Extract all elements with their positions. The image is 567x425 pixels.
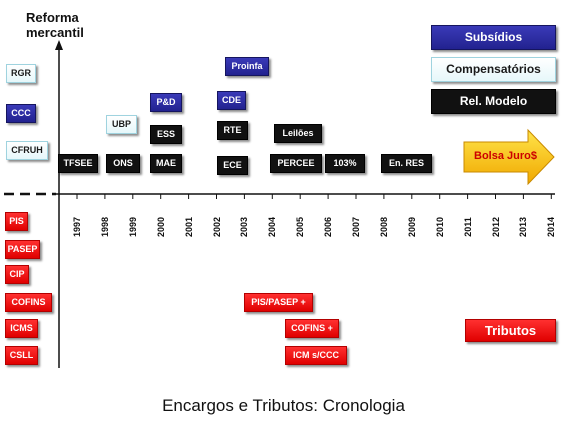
- year-label: 2000: [155, 216, 166, 238]
- box-leiloes: Leilões: [274, 124, 322, 143]
- box-proinfa: Proinfa: [225, 57, 269, 76]
- year-label: 2003: [239, 216, 250, 238]
- box-rgr: RGR: [6, 64, 36, 83]
- x-axis-ticks: [76, 194, 552, 199]
- year-label: 2014: [546, 216, 557, 238]
- box-icm-sccc: ICM s/CCC: [285, 346, 347, 365]
- box-cofins-plus: COFINS +: [285, 319, 339, 338]
- legend-compensatorios: Compensatórios: [431, 57, 556, 82]
- year-label: 2009: [406, 216, 417, 238]
- year-label: 2002: [211, 216, 222, 238]
- title-reforma: Reforma: [26, 10, 79, 25]
- box-ess: ESS: [150, 125, 182, 144]
- box-ece: ECE: [217, 156, 248, 175]
- box-cfruh: CFRUH: [6, 141, 48, 160]
- box-103: 103%: [325, 154, 365, 173]
- year-label: 2004: [267, 216, 278, 238]
- legend-rel-modelo: Rel. Modelo: [431, 89, 556, 114]
- box-cde: CDE: [217, 91, 246, 110]
- title-mercantil: mercantil: [26, 25, 84, 40]
- box-pis: PIS: [5, 212, 28, 231]
- box-ons: ONS: [106, 154, 140, 173]
- bolsa-juros-label: Bolsa Juro$: [474, 150, 537, 162]
- year-label: 1997: [72, 216, 82, 238]
- caption: Encargos e Tributos: Cronologia: [162, 396, 405, 415]
- year-label: 2012: [490, 216, 501, 238]
- bolsa-juros-arrow: [463, 128, 555, 186]
- year-label: 1998: [99, 216, 110, 238]
- year-label: 2011: [462, 217, 473, 237]
- box-rte: RTE: [217, 121, 248, 140]
- year-label: 2010: [434, 216, 445, 238]
- year-label: 2001: [183, 216, 194, 238]
- box-ccc: CCC: [6, 104, 36, 123]
- box-ubp: UBP: [106, 115, 137, 134]
- box-en-res: En. RES: [381, 154, 432, 173]
- year-label: 2007: [351, 216, 361, 238]
- legend-subsidios: Subsídios: [431, 25, 556, 50]
- box-pis-pasep-plus: PIS/PASEP +: [244, 293, 313, 312]
- box-percee: PERCEE: [270, 154, 322, 173]
- box-icms: ICMS: [5, 319, 38, 338]
- box-csll: CSLL: [5, 346, 38, 365]
- tributos-label: Tributos: [465, 319, 556, 342]
- box-pasep: PASEP: [5, 240, 40, 259]
- box-tfsee: TFSEE: [58, 154, 98, 173]
- arrow-shape: [463, 128, 555, 186]
- year-label: 2013: [518, 216, 529, 238]
- year-label: 2008: [378, 216, 389, 238]
- year-label: 2005: [295, 216, 306, 238]
- box-mae: MAE: [150, 154, 182, 173]
- box-cip: CIP: [5, 265, 29, 284]
- box-pd: P&D: [150, 93, 182, 112]
- y-axis-arrowhead: [55, 40, 63, 50]
- year-label: 1999: [127, 216, 138, 238]
- year-label: 2006: [323, 216, 334, 238]
- box-cofins: COFINS: [5, 293, 52, 312]
